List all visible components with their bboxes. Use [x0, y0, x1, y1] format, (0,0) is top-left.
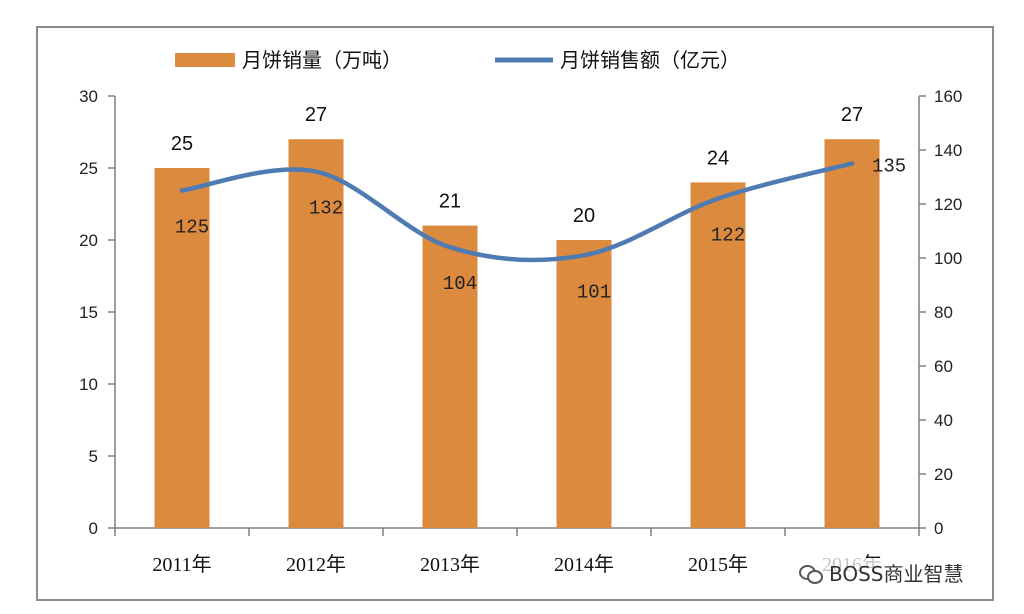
y-right-tick-label: 120	[934, 195, 962, 214]
y-left-tick-label: 0	[89, 519, 98, 538]
bar-value-label: 27	[305, 104, 327, 126]
line-series	[179, 161, 855, 263]
bar-value-label: 24	[707, 147, 729, 169]
y-right-tick-label: 60	[934, 357, 953, 376]
bar-value-label: 27	[841, 104, 863, 126]
line-value-label: 132	[309, 198, 343, 220]
y-left-tick-label: 30	[79, 87, 98, 106]
x-tick-label: 2011年	[152, 553, 211, 576]
line-value-label: 104	[443, 273, 477, 295]
y-left-tick-label: 5	[89, 447, 98, 466]
bar-value-label: 20	[573, 205, 595, 227]
x-tick-label: 2013年	[420, 553, 480, 576]
wechat-icon	[799, 563, 823, 584]
y-left-tick-label: 25	[79, 159, 98, 178]
bar	[422, 225, 478, 528]
x-tick-label: 2012年	[286, 553, 346, 576]
bar-value-label: 25	[171, 133, 193, 155]
bar-value-label: 21	[439, 191, 461, 213]
line-value-label: 101	[577, 281, 611, 303]
line-value-label: 135	[872, 156, 906, 178]
bar	[154, 168, 210, 528]
legend-label-bar: 月饼销量（万吨）	[242, 48, 402, 72]
x-tick-label: 2015年	[688, 553, 748, 576]
legend: 月饼销量（万吨） 月饼销售额（亿元）	[175, 48, 740, 72]
y-right-tick-label: 80	[934, 303, 953, 322]
y-right-tick-label: 0	[934, 519, 943, 538]
plot-area: 0 5 10 15 20 25 30 0 20 40 60 80 100 120 140 160 2011年 20…	[79, 87, 962, 576]
y-right-tick-label: 160	[934, 87, 962, 106]
y-left-tick-label: 20	[79, 231, 98, 250]
line-value-label: 125	[175, 217, 209, 239]
line-value-label: 122	[711, 225, 745, 247]
y-left-tick-label: 15	[79, 303, 98, 322]
legend-swatch-bar	[175, 53, 235, 67]
y-right-tick-label: 140	[934, 141, 962, 160]
watermark: BOSS商业智慧	[795, 558, 968, 587]
bar	[556, 240, 612, 528]
y-right-tick-label: 100	[934, 249, 962, 268]
bar	[690, 182, 746, 528]
y-right-tick-label: 40	[934, 411, 953, 430]
y-right-tick-label: 20	[934, 465, 953, 484]
bar	[824, 139, 880, 528]
bar	[288, 139, 344, 528]
watermark-text: BOSS商业智慧	[829, 562, 964, 586]
y-left-tick-label: 10	[79, 375, 98, 394]
legend-label-line: 月饼销售额（亿元）	[560, 48, 740, 72]
x-tick-label: 2014年	[554, 553, 614, 576]
